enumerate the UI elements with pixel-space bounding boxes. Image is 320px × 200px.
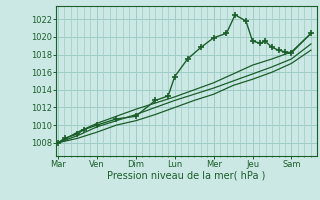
X-axis label: Pression niveau de la mer( hPa ): Pression niveau de la mer( hPa ): [107, 171, 266, 181]
